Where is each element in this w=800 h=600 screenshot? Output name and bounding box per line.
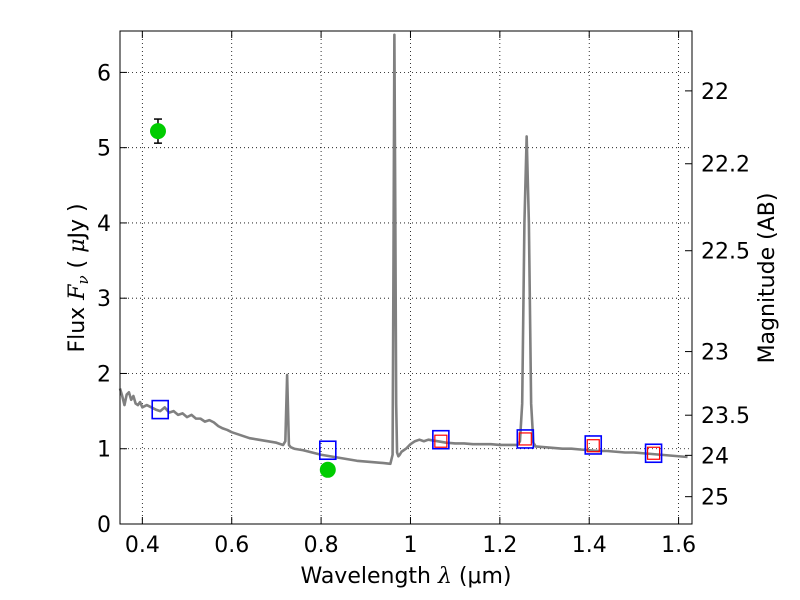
blue-square-marker xyxy=(318,440,337,461)
y-tick-label: 6 xyxy=(97,61,111,86)
y-tick-label: 2 xyxy=(97,362,111,387)
right-axis-label: Magnitude (AB) xyxy=(755,193,780,364)
right-tick-label: 23 xyxy=(701,341,729,366)
right-tick-label: 25 xyxy=(701,486,729,511)
chart-series xyxy=(118,33,688,478)
x-tick-label: 1 xyxy=(403,533,417,558)
red-square-marker xyxy=(518,432,532,446)
red-square-marker xyxy=(646,446,661,460)
y-axis-label: Flux Fν ( μJy ) xyxy=(65,203,92,352)
y-tick-label: 3 xyxy=(97,287,111,312)
y-tick-label: 1 xyxy=(97,438,111,463)
y-tick-label: 5 xyxy=(97,137,111,162)
right-tick-label: 23.5 xyxy=(701,404,750,429)
green-data-point xyxy=(319,461,336,478)
x-tick-label: 1.4 xyxy=(572,533,607,558)
blue-square-marker xyxy=(151,399,170,420)
blue-square-marker xyxy=(432,429,450,450)
x-tick-label: 0.6 xyxy=(214,533,249,558)
x-tick-label: 0.8 xyxy=(304,533,339,558)
x-tick-label: 1.6 xyxy=(661,533,696,558)
right-tick-label: 22.2 xyxy=(701,153,750,178)
right-tick-label: 22 xyxy=(701,80,729,105)
x-tick-label: 1.2 xyxy=(482,533,517,558)
axis-ticks: 0.4 0.6 0.8 1 1.2 1.4 1.601234562222.222.52323… xyxy=(97,31,750,558)
right-tick-label: 24 xyxy=(701,444,729,469)
red-square-marker xyxy=(434,434,448,448)
blue-square-marker xyxy=(516,429,535,449)
blue-square-marker xyxy=(584,435,603,455)
y-tick-label: 0 xyxy=(97,513,111,538)
y-tick-label: 4 xyxy=(97,212,111,237)
plot-frame xyxy=(119,30,693,525)
x-axis-label: Wavelength λ (μm) xyxy=(300,564,511,589)
red-square-marker xyxy=(586,439,600,453)
green-data-point xyxy=(149,123,166,140)
blue-square-marker xyxy=(644,443,663,464)
right-tick-label: 22.5 xyxy=(701,240,750,265)
x-tick-label: 0.4 xyxy=(125,533,160,558)
model-spectrum-line xyxy=(118,33,688,466)
